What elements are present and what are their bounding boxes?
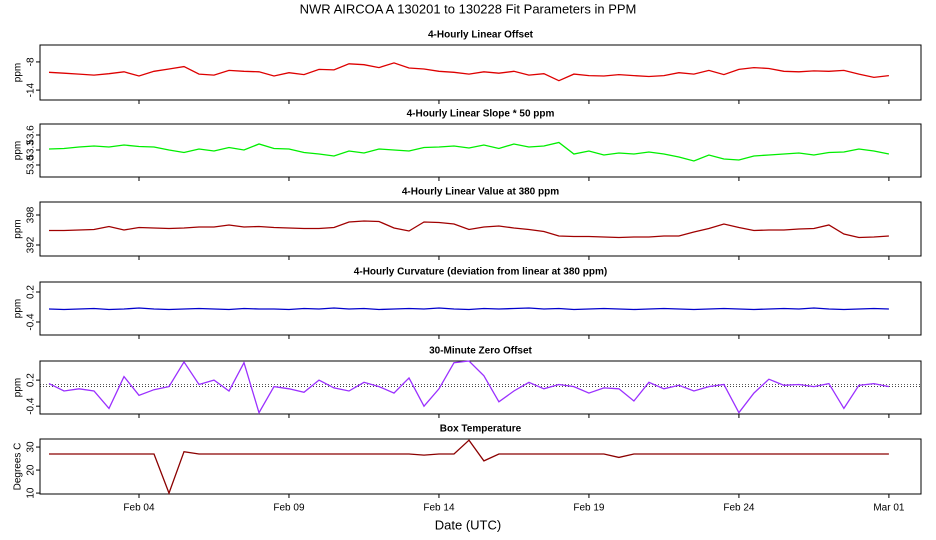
data-line [48, 62, 889, 82]
plot-frame [39, 44, 922, 101]
y-axis-label: ppm [13, 63, 24, 82]
x-tick-label: Feb 19 [573, 503, 605, 514]
y-tick-label: 30 [26, 441, 37, 453]
y-tick-label: 53.3 [26, 140, 37, 160]
figure-title: NWR AIRCOA A 130201 to 130228 Fit Parame… [300, 1, 637, 16]
panel: 4-Hourly Linear Offset ppm-14 -8 [13, 30, 922, 104]
x-tick-label: Feb 14 [423, 503, 455, 514]
panel-title: 30-Minute Zero Offset [429, 346, 532, 357]
panel-title: 4-Hourly Linear Slope * 50 ppm [407, 109, 555, 120]
y-axis-label: ppm [13, 141, 24, 160]
y-tick-label: 0.2 [26, 285, 37, 299]
x-tick-label: Feb 04 [123, 503, 155, 514]
y-axis-label: ppm [13, 299, 24, 318]
data-line [48, 360, 890, 415]
y-tick-label: 392 [26, 236, 37, 253]
y-axis-label: ppm [13, 378, 24, 397]
panel-title: 4-Hourly Linear Value at 380 ppm [402, 187, 559, 198]
panel: Box Temperature Degrees C10 20 30 Feb 04 Feb … [13, 424, 922, 514]
data-line [49, 439, 889, 495]
plot-frame [39, 360, 922, 415]
panel-title: 4-Hourly Curvature (deviation from linea… [354, 267, 607, 278]
plot-frame [39, 201, 922, 257]
panel-title: 4-Hourly Linear Offset [428, 30, 534, 41]
x-axis-label: Date (UTC) [435, 517, 501, 532]
data-line [49, 220, 889, 239]
x-tick-label: Feb 24 [723, 503, 755, 514]
y-tick-label: 20 [26, 464, 37, 476]
y-tick-label: 10 [26, 487, 37, 499]
panel: 30-Minute Zero Offset ppm-0.4 0.2 [13, 346, 922, 418]
y-tick-label: -0.4 [26, 397, 37, 415]
panel-title: Box Temperature [440, 424, 522, 435]
y-axis-label: ppm [13, 219, 24, 238]
data-line [48, 307, 889, 311]
plot-frame [39, 438, 922, 495]
y-tick-label: 53.0 [26, 155, 37, 175]
y-tick-label: -0.4 [26, 313, 37, 331]
y-tick-label: 0.2 [26, 373, 37, 387]
y-tick-label: -8 [26, 57, 37, 66]
x-tick-label: Feb 09 [273, 503, 305, 514]
y-tick-label: 53.6 [26, 125, 37, 145]
x-tick-label: Mar 01 [873, 503, 905, 514]
y-tick-label: 398 [26, 206, 37, 223]
data-line [48, 141, 890, 162]
panel: 4-Hourly Linear Slope * 50 ppmppm53.053.… [13, 109, 922, 181]
y-tick-label: -14 [26, 82, 37, 97]
y-axis-label: Degrees C [13, 443, 24, 491]
panel: 4-Hourly Curvature (deviation from linea… [13, 267, 922, 339]
plot-frame [39, 281, 922, 336]
